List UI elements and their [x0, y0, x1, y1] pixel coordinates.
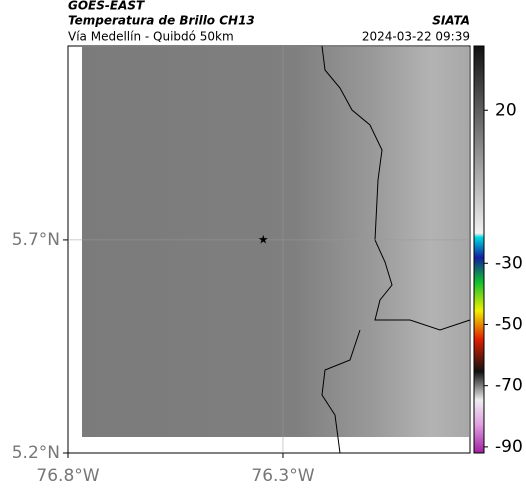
subtitle: Temperatura de Brillo CH13 — [68, 14, 255, 28]
x-tick-label: 76.3°W — [251, 466, 314, 486]
colorbar-tick-label: -90 — [495, 437, 523, 457]
colorbar-tick-label: -50 — [495, 314, 523, 334]
colorbar-tick-label: -70 — [495, 376, 523, 396]
route: Vía Medellín - Quibdó 50km — [68, 30, 234, 44]
colorbar-tick-label: -30 — [495, 253, 523, 273]
colorbar-tick-label: 20 — [495, 100, 517, 120]
y-tick-label: 5.2°N — [12, 443, 60, 463]
plot-frame — [67, 45, 471, 454]
boundary — [321, 329, 361, 454]
y-tick-label: 5.7°N — [12, 230, 60, 250]
colorbar — [473, 45, 485, 454]
brightness-field — [82, 47, 469, 437]
title: GOES-EAST — [68, 0, 145, 13]
timestamp: 2024-03-22 09:39 — [362, 30, 470, 44]
x-tick-label: 76.8°W — [36, 466, 99, 486]
location-marker: ★ — [258, 232, 269, 246]
source: SIATA — [432, 14, 470, 28]
